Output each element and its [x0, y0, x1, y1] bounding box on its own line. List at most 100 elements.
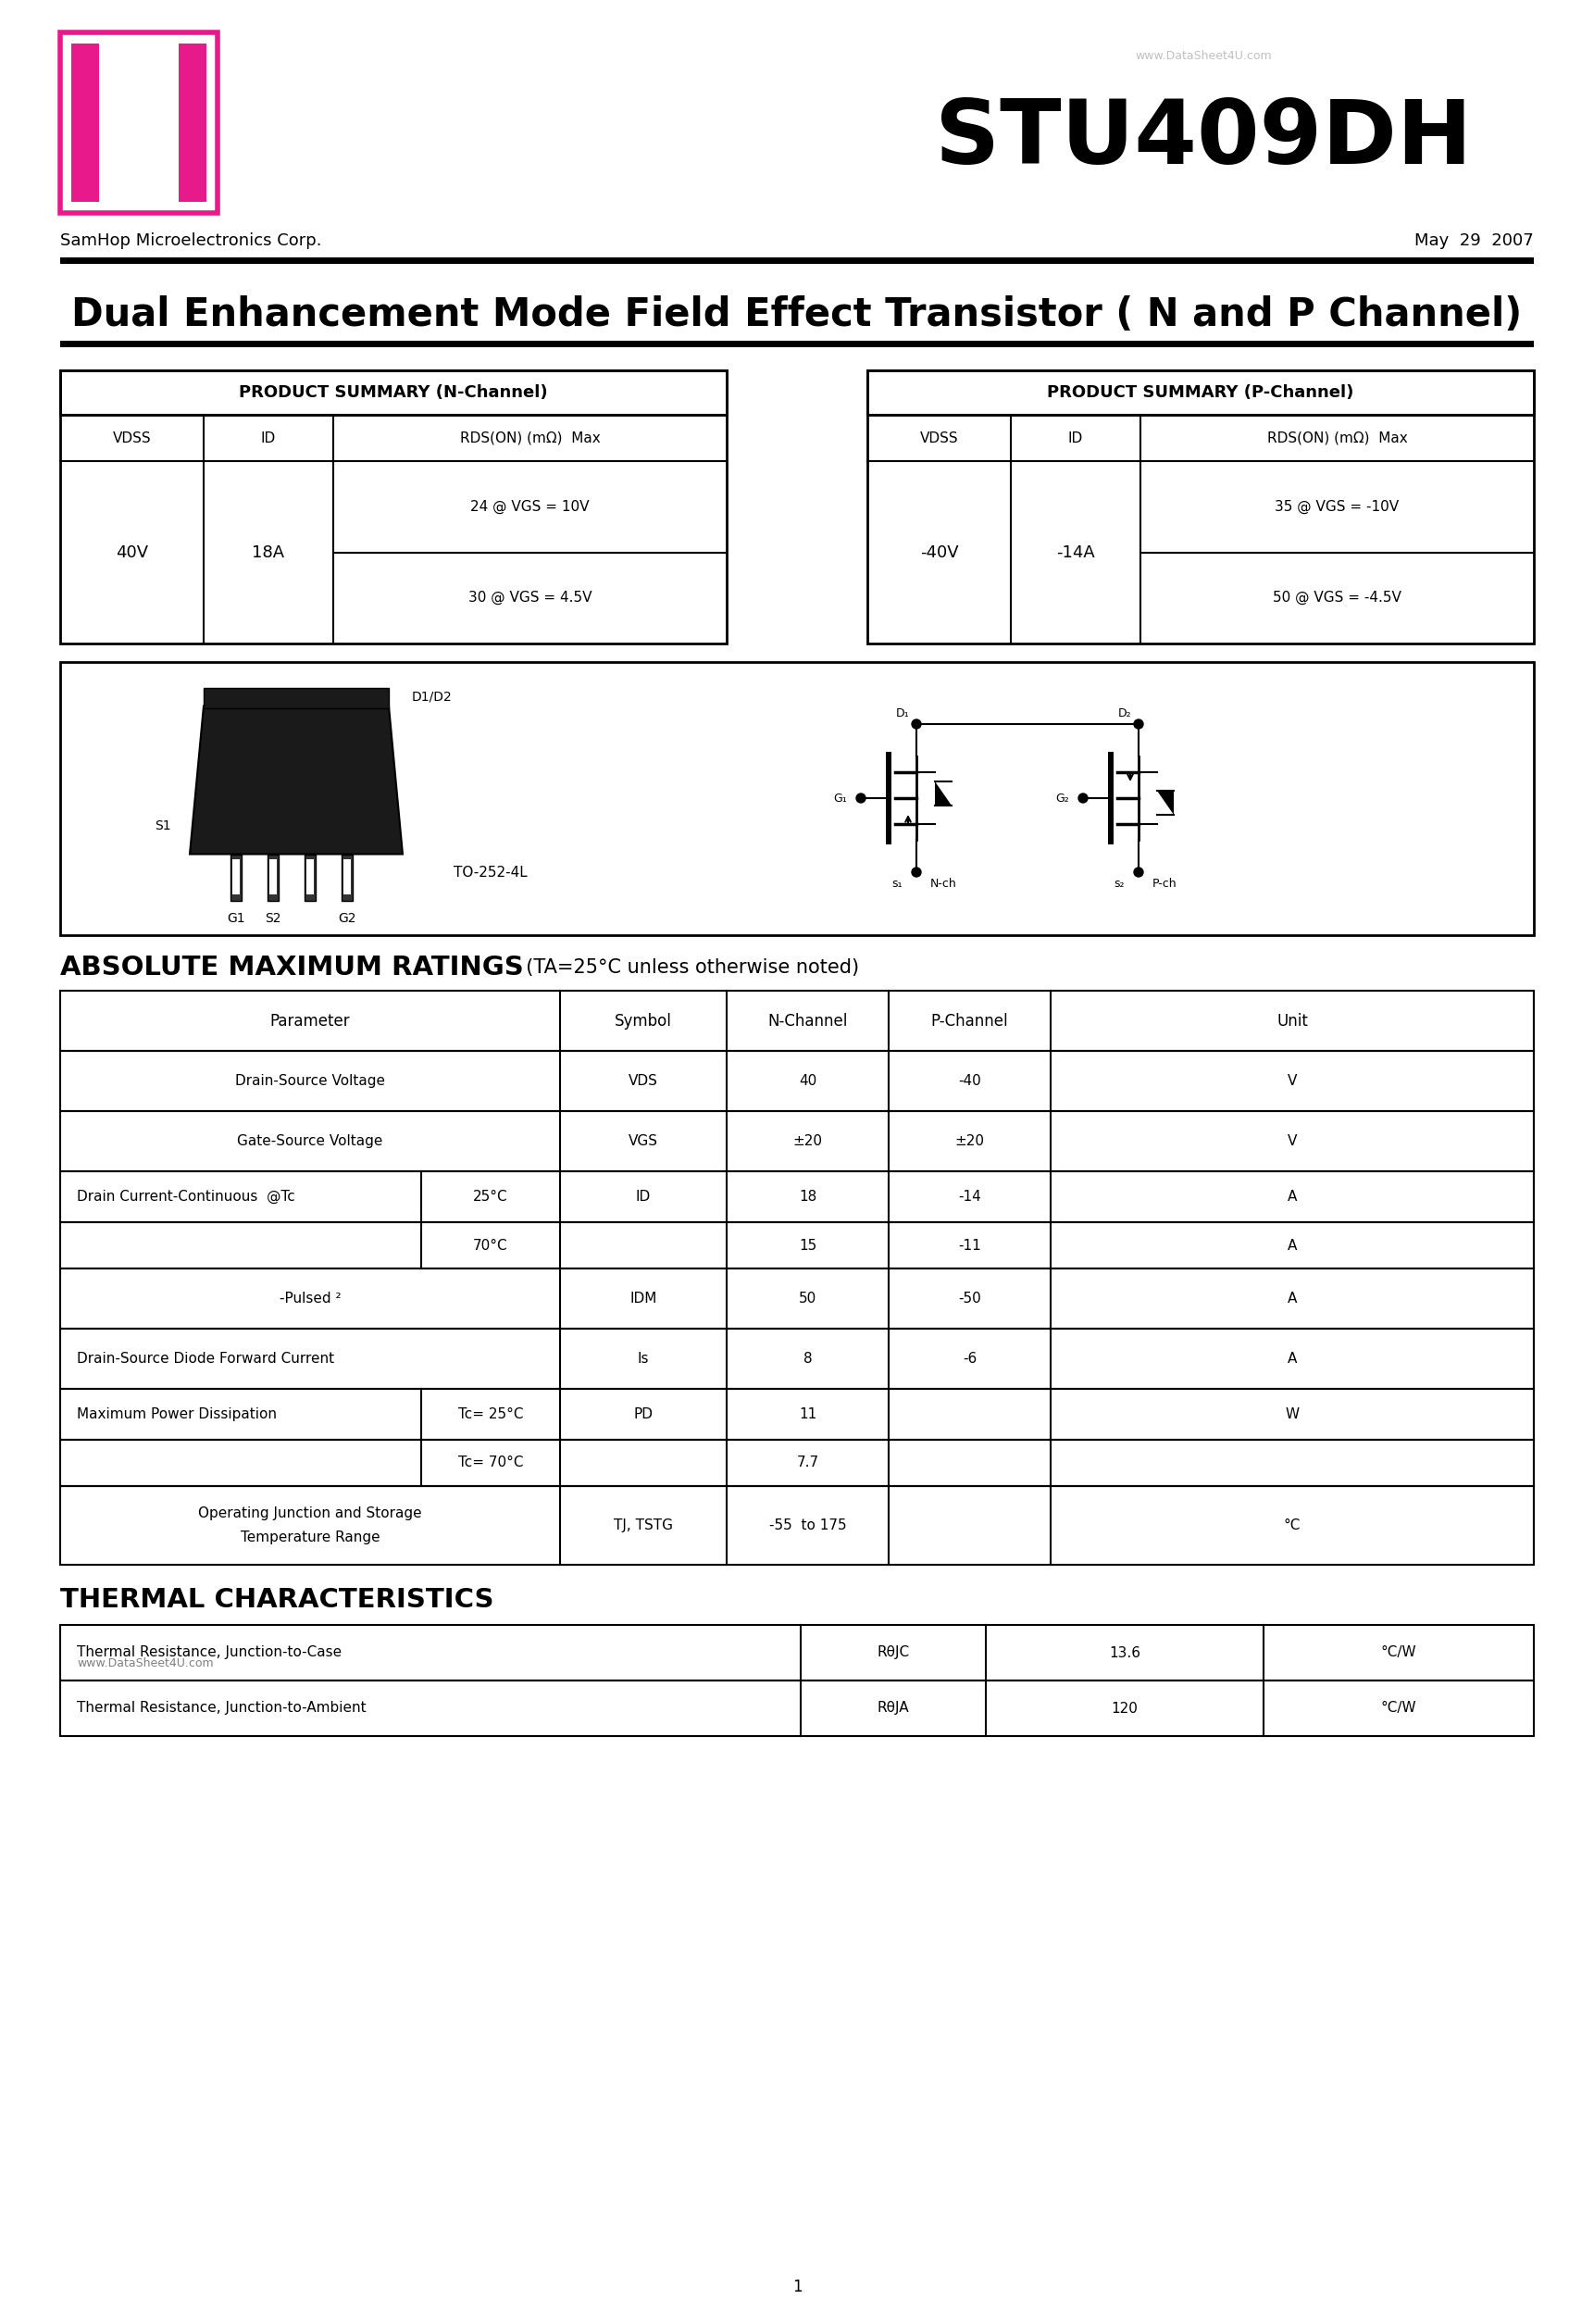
Text: PRODUCT SUMMARY (N-Channel): PRODUCT SUMMARY (N-Channel): [239, 383, 548, 402]
Text: -40V: -40V: [920, 544, 958, 560]
Text: -Pulsed ²: -Pulsed ²: [279, 1292, 341, 1306]
Text: 11: 11: [799, 1408, 816, 1422]
Text: VDS: VDS: [628, 1074, 658, 1088]
Bar: [61, 990, 1533, 1050]
Bar: [61, 1390, 1533, 1441]
Bar: [61, 1485, 1533, 1564]
Text: RθJC: RθJC: [877, 1645, 910, 1659]
Bar: [61, 1050, 1533, 1111]
Text: ±20: ±20: [792, 1134, 823, 1148]
Text: TJ, TSTG: TJ, TSTG: [614, 1518, 673, 1532]
Polygon shape: [1157, 790, 1173, 816]
Text: ID: ID: [1068, 430, 1084, 444]
Bar: [72, 44, 99, 202]
Text: P-ch: P-ch: [1152, 876, 1176, 890]
Text: VGS: VGS: [628, 1134, 658, 1148]
Text: ID: ID: [261, 430, 276, 444]
Text: 50: 50: [799, 1292, 816, 1306]
Bar: [61, 342, 1533, 346]
Text: °C: °C: [1283, 1518, 1301, 1532]
Text: 40: 40: [799, 1074, 816, 1088]
Bar: [1108, 753, 1114, 844]
Bar: [61, 1111, 1533, 1171]
Text: SamHop Microelectronics Corp.: SamHop Microelectronics Corp.: [61, 232, 322, 249]
Bar: [61, 370, 727, 644]
Bar: [306, 860, 314, 895]
Bar: [867, 370, 1533, 644]
Bar: [61, 1329, 1533, 1390]
Text: D1/D2: D1/D2: [411, 690, 453, 704]
Text: Tc= 25°C: Tc= 25°C: [457, 1408, 523, 1422]
Text: Drain-Source Voltage: Drain-Source Voltage: [236, 1074, 386, 1088]
Text: -50: -50: [958, 1292, 980, 1306]
Text: 35 @ VGS = -10V: 35 @ VGS = -10V: [1275, 500, 1400, 514]
Text: Tc= 70°C: Tc= 70°C: [457, 1455, 523, 1469]
Text: °C/W: °C/W: [1380, 1645, 1417, 1659]
Text: 24 @ VGS = 10V: 24 @ VGS = 10V: [470, 500, 590, 514]
Text: (TA=25°C unless otherwise noted): (TA=25°C unless otherwise noted): [513, 957, 859, 976]
Text: VDSS: VDSS: [113, 430, 151, 444]
Text: TO-252-4L: TO-252-4L: [454, 867, 528, 878]
Bar: [61, 1624, 1533, 1680]
Text: Parameter: Parameter: [269, 1013, 351, 1030]
Text: G1: G1: [226, 913, 245, 925]
Text: Dual Enhancement Mode Field Effect Transistor ( N and P Channel): Dual Enhancement Mode Field Effect Trans…: [72, 295, 1522, 335]
Text: www.DataSheet4U.com: www.DataSheet4U.com: [77, 1657, 214, 1671]
Text: -14A: -14A: [1057, 544, 1095, 560]
Bar: [61, 258, 1533, 265]
Bar: [61, 1171, 1533, 1222]
Text: -40: -40: [958, 1074, 980, 1088]
Text: N-Channel: N-Channel: [768, 1013, 848, 1030]
Text: 7.7: 7.7: [797, 1455, 819, 1469]
Text: 40V: 40V: [116, 544, 148, 560]
Text: S2: S2: [265, 913, 281, 925]
Text: G₁: G₁: [834, 792, 846, 804]
Text: May  29  2007: May 29 2007: [1414, 232, 1533, 249]
Text: Thermal Resistance, Junction-to-Ambient: Thermal Resistance, Junction-to-Ambient: [77, 1701, 367, 1715]
Text: 18: 18: [799, 1190, 816, 1204]
Text: Unit: Unit: [1277, 1013, 1309, 1030]
Bar: [886, 753, 891, 844]
Text: °C/W: °C/W: [1380, 1701, 1417, 1715]
Text: A: A: [1288, 1353, 1298, 1367]
Text: THERMAL CHARACTERISTICS: THERMAL CHARACTERISTICS: [61, 1587, 494, 1613]
Text: ±20: ±20: [955, 1134, 985, 1148]
Text: 18A: 18A: [252, 544, 285, 560]
Polygon shape: [936, 781, 952, 806]
Text: D₁: D₁: [896, 706, 909, 718]
Bar: [179, 44, 207, 202]
Text: 25°C: 25°C: [473, 1190, 508, 1204]
Text: W: W: [1285, 1408, 1299, 1422]
Circle shape: [856, 792, 866, 802]
Bar: [204, 688, 389, 709]
Text: RDS(ON) (mΩ)  Max: RDS(ON) (mΩ) Max: [1267, 430, 1408, 444]
Text: 1: 1: [792, 2278, 802, 2296]
Bar: [61, 370, 727, 414]
Text: Operating Junction and Storage: Operating Junction and Storage: [198, 1506, 422, 1520]
Bar: [61, 1680, 1533, 1736]
Circle shape: [1079, 792, 1087, 802]
Text: P-Channel: P-Channel: [931, 1013, 1009, 1030]
Text: ID: ID: [636, 1190, 650, 1204]
Text: -55  to 175: -55 to 175: [768, 1518, 846, 1532]
Text: Maximum Power Dissipation: Maximum Power Dissipation: [77, 1408, 277, 1422]
Bar: [231, 855, 242, 899]
Text: Drain-Source Diode Forward Current: Drain-Source Diode Forward Current: [77, 1353, 335, 1367]
Text: -14: -14: [958, 1190, 980, 1204]
Text: 50 @ VGS = -4.5V: 50 @ VGS = -4.5V: [1274, 590, 1401, 604]
Bar: [61, 33, 217, 214]
Bar: [61, 1269, 1533, 1329]
Text: D₂: D₂: [1117, 706, 1132, 718]
Text: G2: G2: [338, 913, 355, 925]
Text: A: A: [1288, 1190, 1298, 1204]
Text: 8: 8: [803, 1353, 811, 1367]
Text: STU409DH: STU409DH: [934, 95, 1471, 181]
Text: 30 @ VGS = 4.5V: 30 @ VGS = 4.5V: [469, 590, 591, 604]
Text: 15: 15: [799, 1239, 816, 1253]
Text: S1: S1: [155, 820, 171, 832]
Circle shape: [912, 720, 921, 730]
Bar: [304, 855, 316, 899]
Bar: [99, 105, 179, 139]
Text: N-ch: N-ch: [931, 876, 956, 890]
Text: A: A: [1288, 1292, 1298, 1306]
